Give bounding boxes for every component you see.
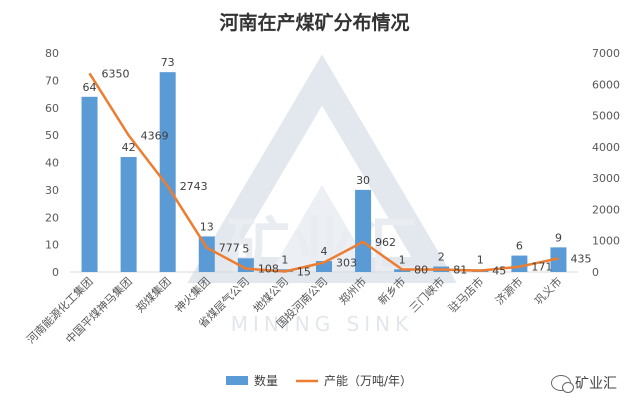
y-left-tick-label: 30 bbox=[45, 184, 59, 197]
x-tick-label: 济源市 bbox=[492, 274, 525, 307]
line-data-label: 2743 bbox=[180, 180, 208, 193]
y-right-tick-label: 0 bbox=[592, 266, 599, 279]
bar bbox=[120, 157, 137, 272]
legend: 数量 产能（万吨/年） bbox=[226, 373, 412, 388]
watermark: 矿业汇 MINING SINK bbox=[187, 54, 457, 336]
line-data-label: 6350 bbox=[102, 67, 130, 80]
y-right-tick-label: 1000 bbox=[592, 235, 620, 248]
data-labels: 64 42 73 13 5 1 4 30 1 2 1 6 9 6350 4369 2743 777 108 15 30… bbox=[83, 56, 592, 278]
y-left-tick-label: 10 bbox=[45, 239, 59, 252]
line-series-path bbox=[88, 72, 559, 273]
x-tick-label: 河南能源化工集团 bbox=[24, 274, 96, 346]
line-series bbox=[88, 72, 559, 273]
bar bbox=[316, 261, 332, 272]
legend-line-label: 产能（万吨/年） bbox=[324, 374, 412, 388]
line-data-label: 80 bbox=[414, 263, 428, 276]
x-tick-label: 巩义市 bbox=[531, 274, 564, 307]
chart-title: 河南在产煤矿分布情况 bbox=[219, 12, 410, 34]
line-data-label: 777 bbox=[219, 242, 240, 255]
y-left-tick-label: 20 bbox=[45, 211, 59, 224]
y-left-tick-label: 40 bbox=[45, 157, 59, 170]
bar bbox=[511, 255, 528, 272]
bar bbox=[159, 72, 176, 272]
legend-bar-label: 数量 bbox=[254, 373, 278, 388]
bar-data-label: 13 bbox=[200, 220, 214, 233]
y-right-tick-label: 5000 bbox=[592, 110, 620, 123]
y-left-tick-label: 80 bbox=[45, 47, 59, 60]
bar-data-label: 6 bbox=[516, 240, 523, 253]
bar bbox=[355, 189, 372, 272]
x-tick-label: 中国平煤神马集团 bbox=[63, 274, 135, 346]
watermark-inner-shape bbox=[272, 185, 372, 270]
axes: 0 10 20 30 40 50 60 70 80 0 1000 2000 3000 4000 5000 60… bbox=[45, 47, 620, 279]
wechat-icon bbox=[551, 375, 574, 393]
legend-bar-swatch bbox=[226, 376, 248, 385]
bar-data-label: 42 bbox=[122, 141, 136, 154]
bar-data-label: 73 bbox=[161, 56, 175, 69]
y-left-tick-label: 70 bbox=[45, 74, 59, 87]
line-data-label: 108 bbox=[258, 263, 279, 276]
line-data-label: 4369 bbox=[141, 129, 169, 142]
brand-name: 矿业汇 bbox=[575, 376, 617, 392]
line-data-label: 435 bbox=[570, 252, 591, 265]
line-data-label: 45 bbox=[492, 265, 506, 278]
bar-data-label: 4 bbox=[321, 245, 328, 258]
x-tick-label: 郑煤集团 bbox=[133, 274, 174, 315]
bar bbox=[81, 96, 98, 272]
y-left-tick-label: 0 bbox=[52, 266, 59, 279]
watermark-subtext: MINING SINK bbox=[231, 312, 414, 336]
bar-data-label: 9 bbox=[555, 231, 562, 244]
y-left-tick-label: 60 bbox=[45, 102, 59, 115]
bar-data-label: 5 bbox=[242, 242, 249, 255]
y-right-tick-label: 4000 bbox=[592, 141, 620, 154]
watermark-text: 矿业汇 bbox=[226, 212, 418, 286]
y-right-tick-label: 2000 bbox=[592, 203, 620, 216]
brand-watermark: 矿业汇 bbox=[551, 373, 617, 393]
bar-data-label: 64 bbox=[83, 81, 97, 94]
y-left-tick-label: 50 bbox=[45, 129, 59, 142]
y-right-tick-label: 6000 bbox=[592, 78, 620, 91]
line-data-label: 303 bbox=[336, 257, 357, 270]
line-data-label: 962 bbox=[375, 236, 396, 249]
line-data-label: 15 bbox=[297, 266, 311, 279]
bar-data-label: 1 bbox=[399, 253, 406, 266]
bar-data-label: 1 bbox=[477, 253, 484, 266]
bar-data-label: 1 bbox=[281, 253, 288, 266]
bar bbox=[198, 236, 215, 272]
line-data-label: 81 bbox=[453, 263, 467, 276]
line-data-label: 171 bbox=[531, 261, 552, 274]
y-right-tick-label: 3000 bbox=[592, 172, 620, 185]
bar-data-label: 2 bbox=[438, 251, 445, 264]
bar-data-label: 30 bbox=[356, 174, 370, 187]
y-right-tick-label: 7000 bbox=[592, 47, 620, 60]
